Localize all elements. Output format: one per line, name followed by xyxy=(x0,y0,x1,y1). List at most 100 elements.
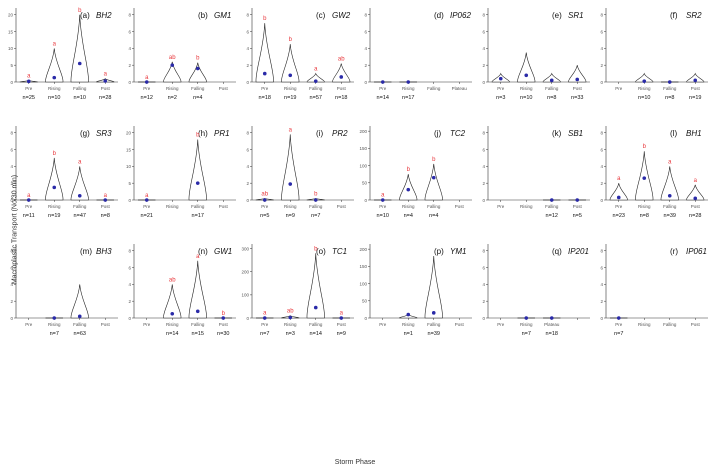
y-tick-label: 200 xyxy=(241,270,249,275)
significance-letter: b xyxy=(289,37,293,43)
mean-point xyxy=(667,80,672,84)
y-tick-label: 2 xyxy=(246,181,249,186)
panel-tag: (m) xyxy=(80,247,92,256)
x-tick-label: Rising xyxy=(284,322,297,327)
panel-tag: (q) xyxy=(552,247,562,256)
violin-shape xyxy=(188,260,207,319)
x-tick-label: Rising xyxy=(166,322,179,327)
significance-letter: a xyxy=(196,254,200,260)
significance-letter: b xyxy=(263,16,267,22)
mean-point xyxy=(262,71,267,76)
sample-count: n=8 xyxy=(640,213,649,219)
y-tick-label: 8 xyxy=(600,131,603,136)
significance-letter: a xyxy=(78,159,82,165)
y-tick-label: 4 xyxy=(128,282,131,287)
sample-count: n=28 xyxy=(689,213,701,219)
significance-letter: b xyxy=(78,8,82,14)
sample-count: n=39 xyxy=(664,213,676,219)
significance-letter: a xyxy=(694,178,698,184)
y-tick-label: 0 xyxy=(10,198,13,203)
y-tick-label: 0 xyxy=(10,80,13,85)
x-tick-label: Post xyxy=(219,86,229,91)
sample-count: n=14 xyxy=(166,331,178,337)
significance-letter: a xyxy=(27,73,31,79)
y-tick-label: 0 xyxy=(128,80,131,85)
panel-site: SR3 xyxy=(96,129,112,138)
significance-letter: a xyxy=(340,311,344,317)
y-tick-label: 0 xyxy=(10,316,13,321)
mean-point xyxy=(262,198,267,202)
y-tick-label: 6 xyxy=(482,265,485,270)
mean-point xyxy=(52,75,57,80)
sample-count: n=4 xyxy=(429,213,438,219)
violin-shape xyxy=(188,62,207,83)
x-tick-label: Post xyxy=(455,322,465,327)
mean-point xyxy=(575,77,580,82)
y-tick-label: 6 xyxy=(128,29,131,34)
significance-letter: ab xyxy=(287,309,294,315)
x-tick-label: Pre xyxy=(615,322,623,327)
x-tick-label: Pre xyxy=(261,204,269,209)
x-tick-label: Falling xyxy=(191,204,205,209)
panel-tag: (f) xyxy=(670,11,678,20)
x-tick-label: Pre xyxy=(143,204,151,209)
x-tick-label: Pre xyxy=(497,86,505,91)
sample-count: n=25 xyxy=(23,95,35,101)
violin-shape xyxy=(609,183,628,201)
violin-shape xyxy=(45,48,64,83)
sample-count: n=47 xyxy=(74,213,86,219)
sample-count: n=19 xyxy=(689,95,701,101)
y-tick-label: 15 xyxy=(126,147,132,152)
sample-count: n=7 xyxy=(50,331,59,337)
y-tick-label: 4 xyxy=(600,46,603,51)
panel-site: PR2 xyxy=(332,129,348,138)
panel-site: IP201 xyxy=(568,247,589,256)
sample-count: n=23 xyxy=(613,213,625,219)
sample-count: n=12 xyxy=(141,95,153,101)
x-tick-label: Rising xyxy=(48,204,61,209)
y-tick-label: 0 xyxy=(246,198,249,203)
x-tick-label: Rising xyxy=(166,86,179,91)
y-tick-label: 6 xyxy=(482,29,485,34)
sample-count: n=3 xyxy=(286,331,295,337)
y-tick-label: 100 xyxy=(359,281,367,286)
y-tick-label: 100 xyxy=(359,163,367,168)
x-tick-label: Post xyxy=(337,86,347,91)
sample-count: n=7 xyxy=(260,331,269,337)
y-tick-label: 20 xyxy=(8,13,14,18)
panel-tag: (i) xyxy=(316,129,323,138)
y-tick-label: 6 xyxy=(600,147,603,152)
panel-tag: (k) xyxy=(552,129,562,138)
violin-shape xyxy=(255,23,274,83)
x-tick-label: Falling xyxy=(191,322,205,327)
sample-count: n=10 xyxy=(520,95,532,101)
panel-site: BH3 xyxy=(96,247,112,256)
x-tick-label: Pre xyxy=(379,86,387,91)
y-tick-label: 6 xyxy=(364,29,367,34)
x-tick-label: Pre xyxy=(25,86,33,91)
sample-count: n=12 xyxy=(546,213,558,219)
panel-tag: (d) xyxy=(434,11,444,20)
y-tick-label: 8 xyxy=(128,13,131,18)
x-tick-label: Rising xyxy=(402,204,415,209)
x-tick-label: Rising xyxy=(638,86,651,91)
panel-site: BH1 xyxy=(686,129,702,138)
y-tick-label: 8 xyxy=(10,249,13,254)
y-tick-label: 0 xyxy=(482,316,485,321)
y-tick-label: 8 xyxy=(600,249,603,254)
y-tick-label: 0 xyxy=(246,80,249,85)
y-tick-label: 5 xyxy=(128,181,131,186)
x-tick-label: Plateau xyxy=(452,86,468,91)
y-tick-label: 0 xyxy=(364,316,367,321)
x-tick-label: Rising xyxy=(284,86,297,91)
panel-site: GW1 xyxy=(214,247,232,256)
violin-shape xyxy=(163,61,182,83)
x-tick-label: Pre xyxy=(261,86,269,91)
sample-count: n=9 xyxy=(286,213,295,219)
sample-count: n=18 xyxy=(546,331,558,337)
x-tick-label: Post xyxy=(573,204,583,209)
sample-count: n=14 xyxy=(310,331,322,337)
x-tick-label: Post xyxy=(691,322,701,327)
mean-point xyxy=(288,73,293,78)
mean-point xyxy=(262,316,267,320)
